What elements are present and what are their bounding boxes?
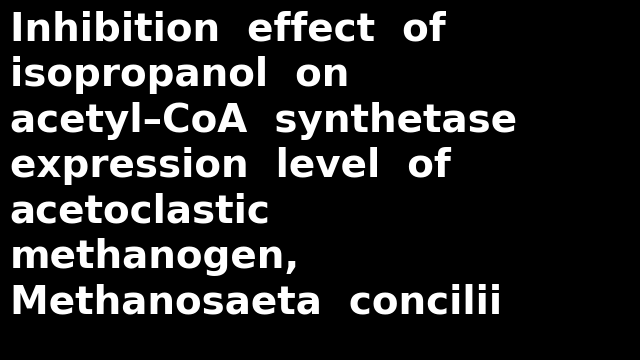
Text: Inhibition  effect  of
isopropanol  on
acetyl–CoA  synthetase
expression  level : Inhibition effect of isopropanol on acet… (10, 11, 516, 322)
